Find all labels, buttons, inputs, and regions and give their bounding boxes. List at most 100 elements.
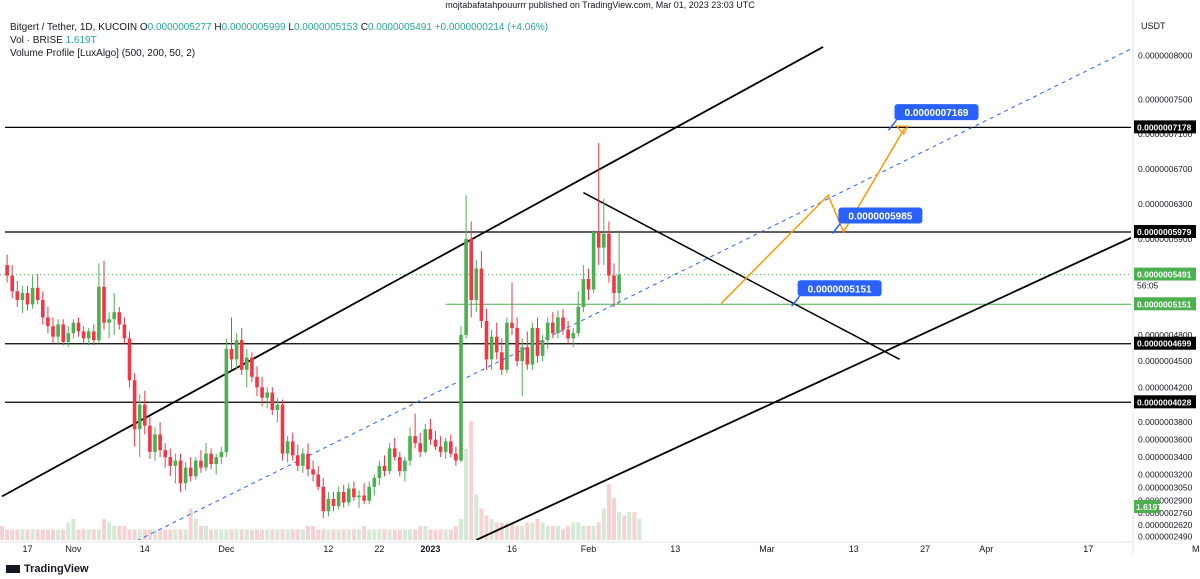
y-tick-label: 0.0000003800 [1138,417,1193,427]
candle-body [137,404,142,430]
volume-bar [81,529,86,540]
volume-value: 1.619T [65,35,97,46]
candle-body [586,279,591,290]
low-value: 0.0000005153 [293,22,358,33]
candle-body [408,436,412,461]
candle-body [285,441,290,454]
candle-body [581,279,586,307]
y-tick-label: 0.0000004500 [1138,356,1193,366]
candle-body [484,320,489,360]
candle-body [474,268,479,300]
volume-bar [520,526,525,540]
volume-bar [617,512,622,540]
y-tick-label: 0.0000002490 [1138,532,1193,542]
candle-body [301,453,305,466]
candle-body [377,465,382,479]
candle-body [46,317,50,327]
volume-bar [127,529,132,540]
candle-body [566,329,570,339]
projection-arrowhead [895,125,909,136]
volume-bar [86,529,91,540]
descending-trendline [583,191,900,361]
candle-body [163,450,167,458]
indicator-legend[interactable]: Volume Profile [LuxAlgo] (500, 200, 50, … [10,48,196,59]
candle-body [433,439,438,447]
candle-body [199,460,203,468]
y-tick-label: 0.0000006700 [1138,164,1193,174]
candle-body [387,448,392,472]
candle-body [617,274,621,294]
volume-bar [275,529,280,540]
candle-body [551,322,555,334]
x-tick-label: Nov [65,544,82,554]
volume-bar [270,529,275,540]
level-price-tag: 0.0000004028 [1137,397,1192,407]
candle-body [612,275,616,294]
candle-body [316,474,320,487]
volume-bar [479,508,484,540]
candle-body [469,238,473,300]
candle-body [576,306,581,334]
level-price-tag: 0.0000007178 [1137,122,1192,132]
volume-bar [147,529,152,540]
volume-bar [545,526,550,540]
current-price-tag-bg [1134,267,1196,281]
candle-body [214,457,218,465]
volume-bar [408,529,412,540]
support-price-tag: 0.0000005151 [1137,299,1192,309]
x-tick-label: Dec [218,544,235,554]
volume-bar [550,526,555,540]
candle-body [178,460,183,484]
x-tick-label: 22 [374,544,384,554]
x-tick-label: 16 [507,544,517,554]
candle-body [571,333,575,339]
countdown-label: 56:05 [1137,281,1159,291]
level-price-tag-bg [1134,395,1196,409]
y-tick-label: 0.0000003600 [1138,435,1193,445]
candle-body [5,265,9,276]
candle-body [188,467,193,477]
volume-bar [260,529,265,540]
volume-bar [459,519,463,540]
x-tick-label: 27 [920,544,930,554]
tradingview-icon [6,565,20,574]
candle-body [15,291,20,300]
volume-bar [402,529,407,540]
y-tick-label: 0.0000002900 [1138,496,1193,506]
candle-body [20,293,25,300]
volume-bar [382,529,387,540]
open-value: 0.0000005277 [147,22,212,33]
x-tick-label: 2023 [420,544,440,554]
volume-bar [357,529,361,540]
support-price-tag-bg [1134,297,1196,311]
volume-legend[interactable]: Vol · BRISE 1.619T [10,35,97,46]
volume-bar [234,529,239,540]
y-tick-label: 0.0000004800 [1138,330,1193,340]
y-tick-label: 0.0000003050 [1138,483,1193,493]
candle-body [423,429,428,452]
y-tick-label: 0.0000002620 [1138,520,1193,530]
volume-bar [76,529,81,540]
candle-body [97,286,101,341]
y-tick-label: 0.0000002760 [1138,508,1193,518]
volume-bar [30,529,35,540]
candle-body [219,451,224,458]
candle-body [500,352,504,370]
candle-body [443,441,448,452]
candle-body [86,331,91,339]
candle-body [102,286,106,323]
candle-body [331,498,336,506]
volume-bar [632,512,637,540]
callout-label: 0.0000005151 [808,284,872,295]
candle-body [545,322,550,341]
candle-body [143,404,147,426]
candle-body [479,268,484,321]
candle-body [71,322,76,334]
volume-bar [71,519,76,540]
volume-bar [453,526,458,540]
tradingview-logo[interactable]: TradingView [6,563,89,575]
candle-body [392,448,397,458]
callout-box [838,207,923,224]
candle-body [158,434,162,451]
